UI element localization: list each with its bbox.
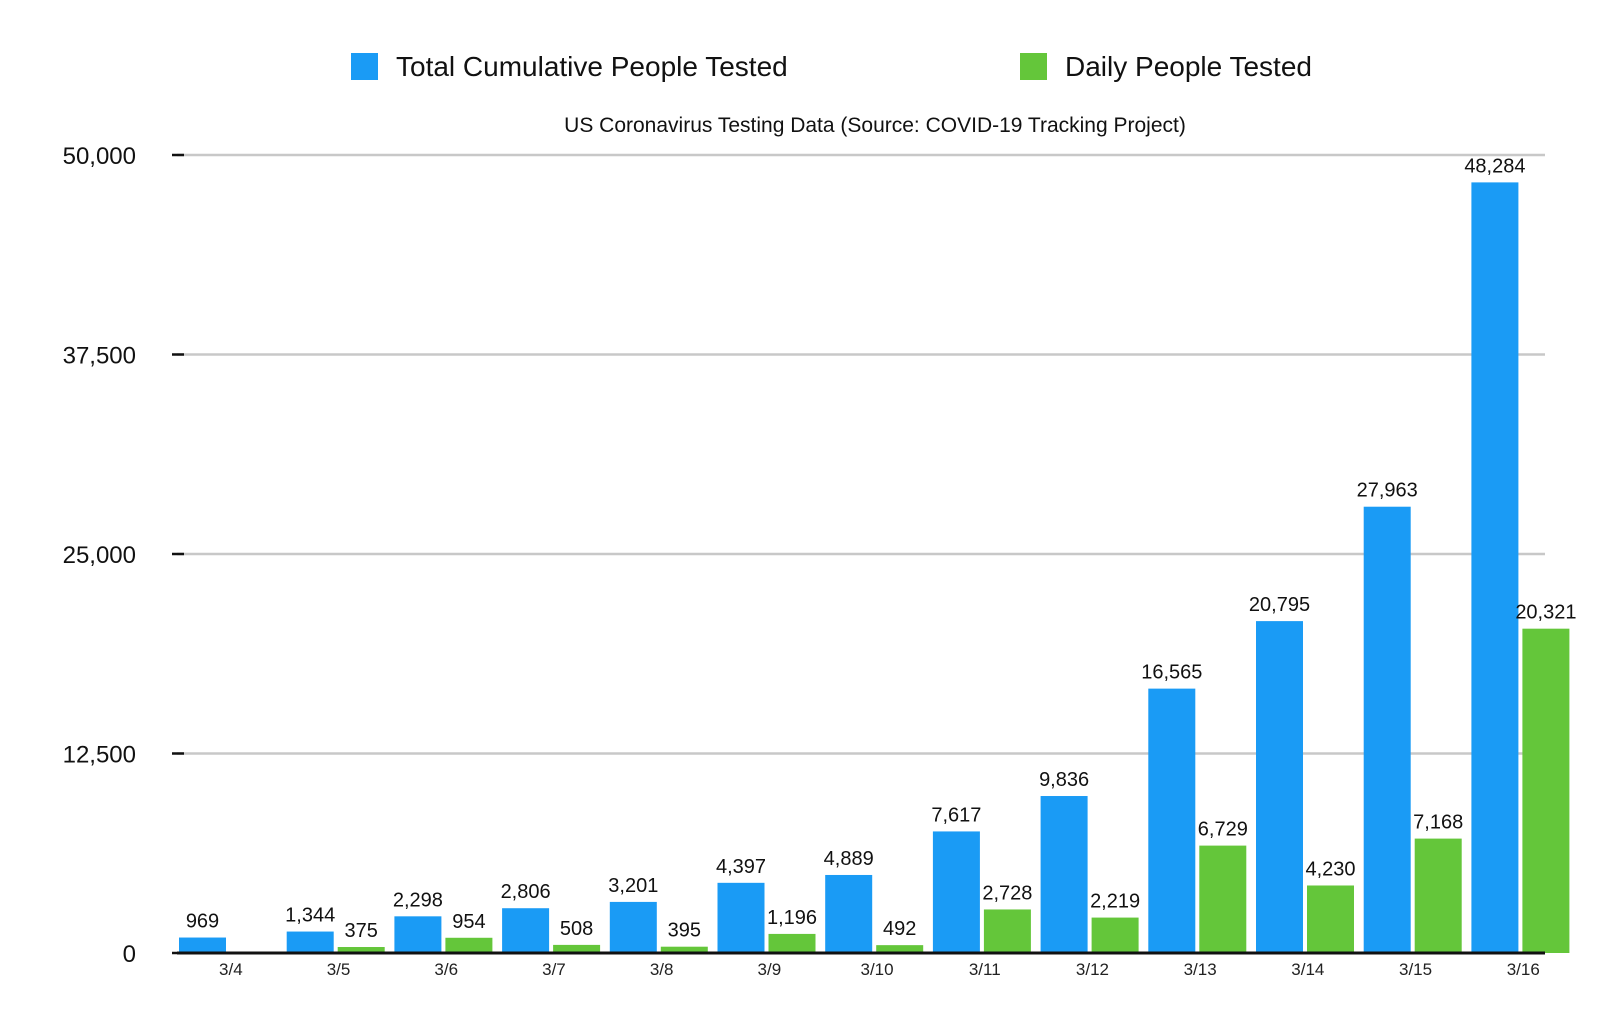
data-label: 2,298 [393,889,443,911]
data-label: 395 [668,920,701,942]
bar-daily-3-15 [1414,838,1462,953]
y-axis: 0 12,500 25,000 37,500 50,000 [63,143,184,968]
data-label: 16,565 [1141,662,1202,684]
bar-cumulative-3-5 [286,931,334,953]
x-tick-label: 3/5 [327,960,351,979]
bar-cumulative-3-10 [825,874,873,953]
data-label: 1,344 [285,905,335,927]
x-tick-label: 3/7 [542,960,566,979]
data-label: 492 [883,918,916,940]
data-label: 375 [345,920,378,942]
data-label: 1,196 [767,907,817,929]
data-label: 6,729 [1198,819,1248,841]
data-label: 48,284 [1464,155,1525,177]
bar-daily-3-12 [1091,917,1139,953]
legend-label-1: Total Cumulative People Tested [396,51,788,82]
data-label: 4,230 [1305,858,1355,880]
data-label: 954 [452,911,485,933]
legend-swatch-1 [351,53,378,80]
x-tick-label: 3/16 [1507,960,1540,979]
bar-daily-3-13 [1199,845,1247,953]
data-label: 20,321 [1515,602,1576,624]
data-label: 4,889 [824,848,874,870]
bar-daily-3-8 [660,946,708,953]
bar-cumulative-3-12 [1040,796,1088,953]
bar-cumulative-3-7 [502,908,550,953]
legend-swatch-2 [1020,53,1047,80]
bar-daily-3-9 [768,933,816,953]
x-tick-label: 3/11 [969,960,1001,979]
bar-cumulative-3-13 [1148,688,1196,953]
x-tick-label: 3/10 [861,960,894,979]
x-tick-label: 3/8 [650,960,674,979]
chart-legend: Total Cumulative People Tested Daily Peop… [351,51,1312,82]
data-label: 27,963 [1357,480,1418,502]
bar-daily-3-16 [1522,628,1570,953]
y-tick-label: 25,000 [63,542,136,569]
grid-lines [177,153,1545,755]
legend-label-2: Daily People Tested [1065,51,1312,82]
chart-title: US Coronavirus Testing Data (Source: COV… [564,114,1186,137]
bar-daily-3-5 [337,947,385,953]
x-tick-label: 3/13 [1184,960,1217,979]
bar-cumulative-3-14 [1256,621,1303,953]
data-label: 508 [560,918,593,940]
bar-cumulative-3-4 [179,937,226,953]
x-tick-label: 3/12 [1076,960,1109,979]
bar-cumulative-3-8 [609,901,657,953]
y-tick-label: 12,500 [63,742,136,769]
bar-daily-3-6 [445,937,493,953]
bar-cumulative-3-16 [1471,182,1519,954]
x-axis: 3/4 3/5 3/6 3/7 3/8 3/9 3/10 3/11 3/12 3/13 3/14 3/… [177,951,1545,979]
bar-cumulative-3-15 [1363,506,1411,953]
y-tick-label: 37,500 [63,343,136,370]
data-label: 2,806 [501,881,551,903]
x-tick-label: 3/4 [219,960,243,979]
x-tick-label: 3/6 [434,960,458,979]
data-label: 20,795 [1249,594,1310,616]
x-tick-label: 3/9 [758,960,782,979]
data-label: 969 [186,911,219,933]
data-label: 3,201 [608,875,658,897]
y-tick-label: 0 [123,941,136,968]
bar-cumulative-3-6 [394,916,442,953]
x-tick-label: 3/14 [1291,960,1324,979]
bar-series: 969 1,344 2,298 2,806 3,201 4,397 4,889 7,617 9,… [179,155,1576,954]
data-label: 7,617 [931,804,981,826]
bar-daily-3-10 [876,945,924,953]
y-tick-label: 50,000 [63,143,136,170]
bar-cumulative-3-11 [932,831,980,953]
data-label: 7,168 [1413,812,1463,834]
bar-daily-3-14 [1307,885,1354,953]
data-label: 4,397 [716,856,766,878]
data-label: 2,728 [982,882,1032,904]
bar-daily-3-11 [983,909,1031,953]
x-tick-label: 3/15 [1399,960,1432,979]
bar-daily-3-7 [553,944,601,953]
bar-cumulative-3-9 [717,882,765,953]
data-label: 9,836 [1039,769,1089,791]
data-label: 2,219 [1090,891,1140,913]
